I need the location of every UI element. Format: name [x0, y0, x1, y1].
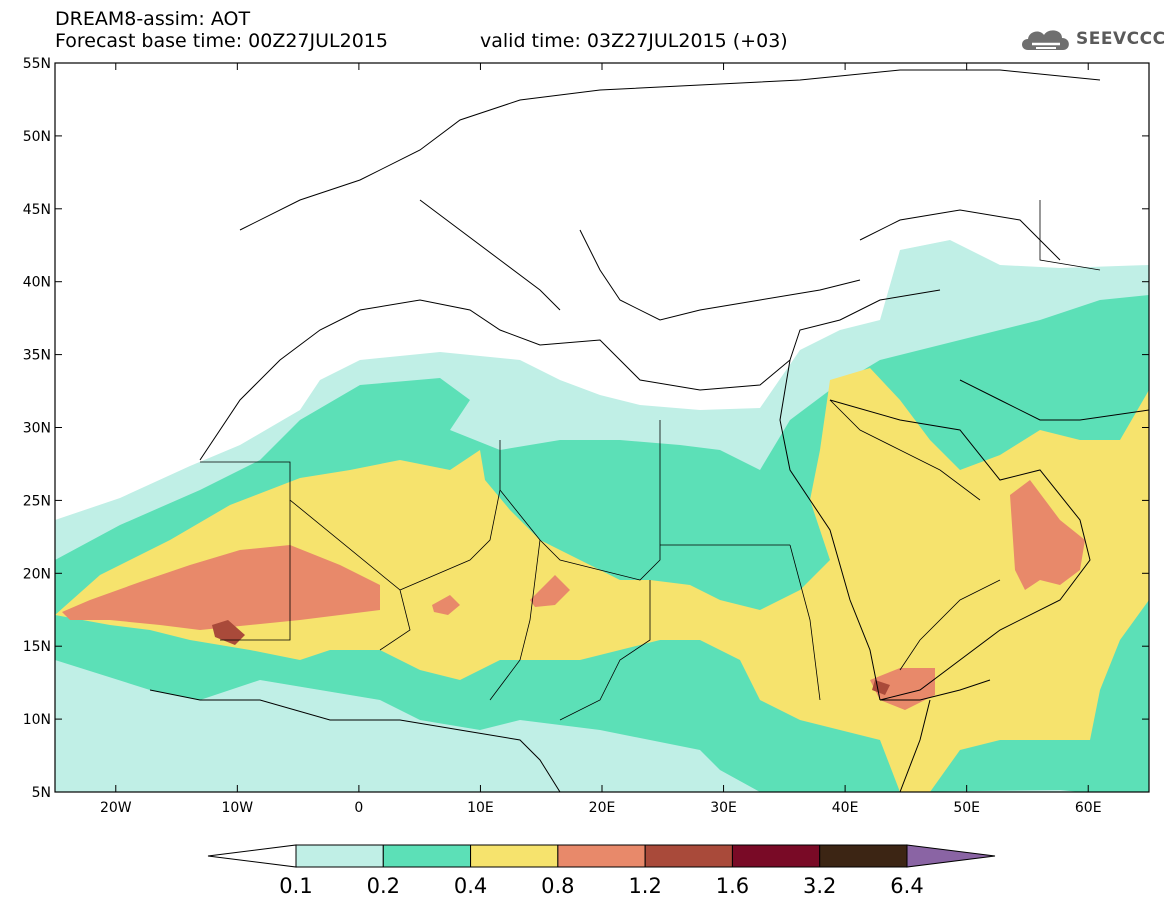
forecast-base-time: Forecast base time: 00Z27JUL2015	[55, 30, 388, 52]
cloud-icon	[1022, 30, 1069, 50]
colorbar-box	[382, 844, 472, 868]
lat-tick-label: 15N	[23, 639, 51, 655]
lat-tick-label: 5N	[32, 785, 51, 801]
lon-tick-label: 30E	[710, 800, 737, 816]
aot-contour-0.8	[62, 545, 380, 630]
latitude-axis: 55N 50N 45N 40N 35N 30N 25N 20N 15N 10N 5N	[23, 56, 1149, 801]
country-borders	[200, 200, 1101, 721]
colorbar-label: 6.4	[890, 874, 923, 898]
aot-field	[55, 240, 1149, 792]
colorbar-lower-extend	[207, 844, 297, 868]
colorbar-label: 0.8	[541, 874, 574, 898]
lon-tick-label: 20W	[100, 800, 132, 816]
colorbar: 0.1 0.2 0.4 0.8 1.2 1.6 3.2 6.4	[207, 844, 996, 898]
lat-tick-label: 20N	[23, 566, 51, 582]
colorbar-label: 3.2	[803, 874, 836, 898]
logo-text: SEEVCCC	[1076, 29, 1165, 49]
colorbar-label: 0.2	[367, 874, 400, 898]
colorbar-label: 1.2	[628, 874, 661, 898]
colorbar-box	[295, 844, 384, 868]
lat-tick-label: 10N	[23, 712, 51, 728]
colorbar-upper-extend	[906, 844, 996, 868]
lon-tick-label: 40E	[832, 800, 859, 816]
lat-tick-label: 35N	[23, 348, 51, 364]
lon-tick-label: 10E	[467, 800, 494, 816]
longitude-axis: 20W 10W 0 10E 20E 30E 40E 50E 60E	[100, 63, 1102, 816]
aot-contour-0.8-b	[432, 595, 460, 615]
lon-tick-label: 0	[354, 800, 363, 816]
lon-tick-label: 60E	[1075, 800, 1102, 816]
lat-tick-label: 25N	[23, 493, 51, 509]
lat-tick-label: 50N	[23, 129, 51, 145]
lat-tick-label: 45N	[23, 202, 51, 218]
map-title: DREAM8-assim: AOT	[55, 8, 251, 30]
colorbar-label: 0.1	[279, 874, 312, 898]
aot-contour-1.2	[212, 620, 245, 645]
lat-tick-label: 55N	[23, 56, 51, 72]
colorbar-box	[731, 844, 821, 868]
lon-tick-label: 20E	[589, 800, 616, 816]
coastlines	[149, 69, 1149, 792]
lat-tick-label: 30N	[23, 421, 51, 437]
aot-contour-0.8-c	[530, 575, 570, 607]
colorbar-label: 1.6	[716, 874, 749, 898]
colorbar-box	[644, 844, 733, 868]
aot-contour-0.8-d	[1010, 480, 1085, 590]
colorbar-box	[557, 844, 646, 868]
lon-tick-label: 50E	[953, 800, 980, 816]
colorbar-box	[470, 844, 559, 868]
colorbar-label: 0.4	[454, 874, 487, 898]
seevccc-logo: SEEVCCC	[1018, 22, 1165, 56]
colorbar-box	[819, 844, 908, 868]
lon-tick-label: 10W	[221, 800, 253, 816]
lat-tick-label: 40N	[23, 275, 51, 291]
valid-time: valid time: 03Z27JUL2015 (+03)	[480, 30, 788, 52]
